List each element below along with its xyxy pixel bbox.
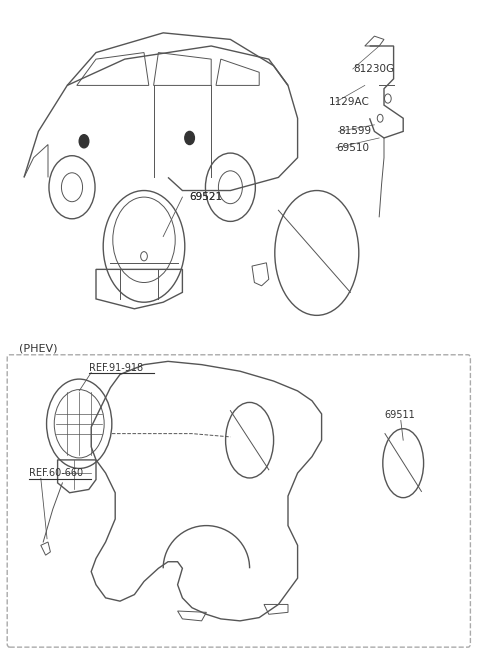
Text: 69521: 69521 xyxy=(190,192,223,202)
Text: 81599: 81599 xyxy=(338,126,372,137)
Text: 69511: 69511 xyxy=(384,411,415,420)
Text: 69510: 69510 xyxy=(336,143,369,153)
Circle shape xyxy=(79,135,89,148)
Circle shape xyxy=(185,131,194,145)
Text: (PHEV): (PHEV) xyxy=(19,344,58,353)
Text: 69521: 69521 xyxy=(190,192,223,202)
Text: 81230G: 81230G xyxy=(353,64,394,74)
Text: 1129AC: 1129AC xyxy=(329,97,370,107)
Text: REF.60-660: REF.60-660 xyxy=(29,468,83,478)
Text: REF.91-918: REF.91-918 xyxy=(89,363,143,373)
